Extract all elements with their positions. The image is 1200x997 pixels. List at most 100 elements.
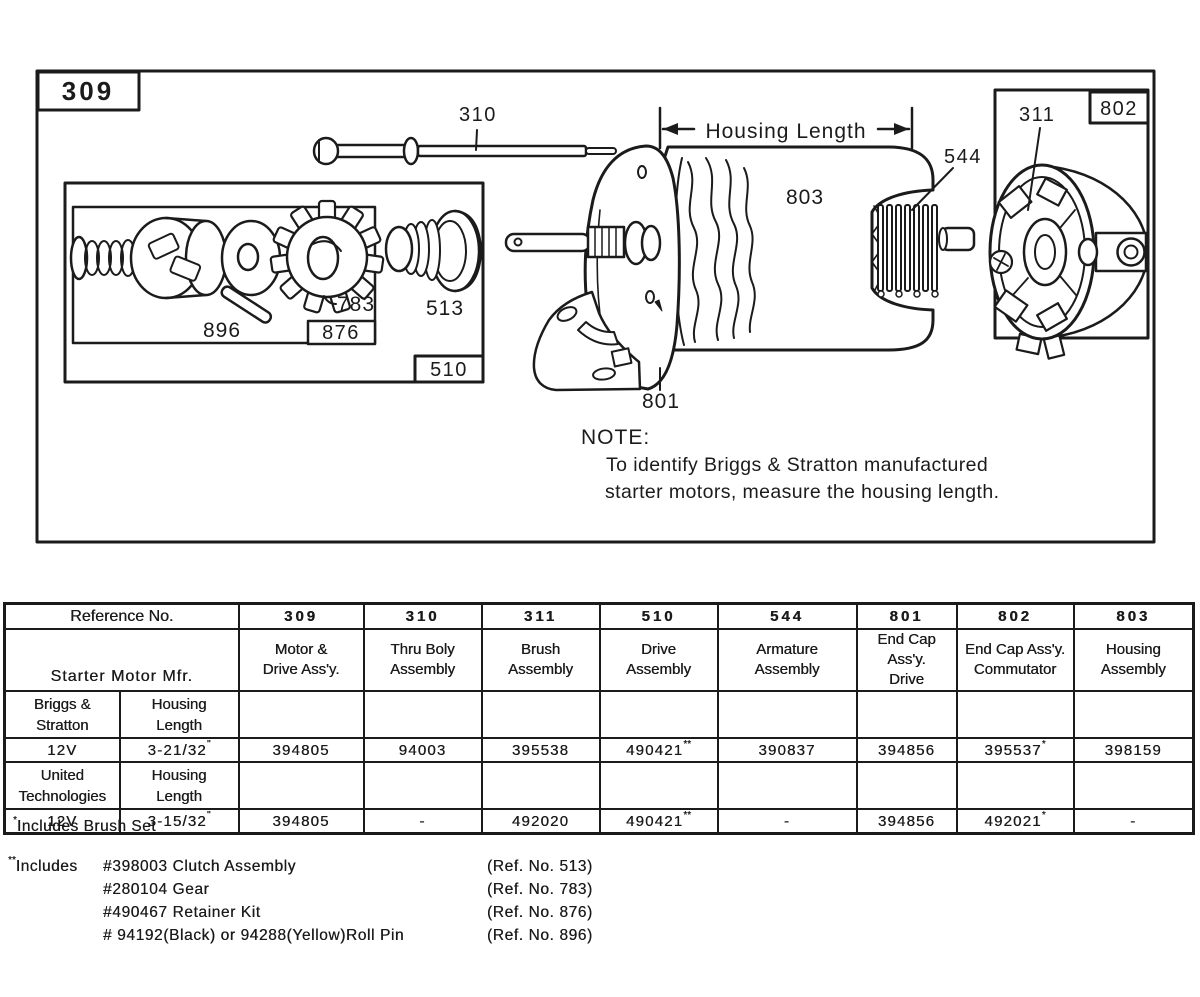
voltage-cell: 12V — [3, 808, 121, 835]
col-header-803: 803 — [1072, 602, 1195, 630]
mfr-name-line: United — [40, 766, 84, 784]
col-header-310: 310 — [362, 602, 483, 630]
footnote-text: Includes — [15, 858, 78, 875]
ref-309-label: 309 — [62, 76, 114, 106]
footnote-ref: (Ref. No. 513) — [487, 858, 593, 875]
part-number: - — [783, 812, 791, 830]
part-number-mark: * — [1041, 809, 1046, 821]
ref-311-leader — [1027, 127, 1041, 211]
part-name-309: Motor & Drive Ass'y. — [237, 628, 365, 692]
part-number: 94003 — [398, 741, 447, 759]
ref-311-label: 311 — [1019, 104, 1055, 126]
housing-length-line: Length — [156, 787, 202, 805]
footnote-ref: (Ref. No. 783) — [487, 881, 593, 898]
ref-876-label: 876 — [322, 322, 360, 344]
table-cell-empty — [1072, 761, 1195, 810]
clutch-drawing — [384, 209, 483, 293]
table-cell-empty — [362, 761, 483, 810]
note-line1: To identify Briggs & Stratton manufactur… — [606, 454, 988, 476]
col-header-802: 802 — [955, 602, 1075, 630]
table-row-briggs-stratton: Briggs & Stratton Housing Length — [3, 690, 1195, 739]
part-name-544: Armature Assembly — [716, 628, 858, 692]
housing-length-cell: Housing Length — [118, 761, 240, 810]
ref-510-label: 510 — [430, 359, 468, 381]
part-number: 394805 — [272, 812, 330, 830]
part-name-line: Housing — [1105, 641, 1161, 658]
table-cell-empty — [716, 761, 858, 810]
ref-783-label: 783 — [337, 293, 375, 316]
part-name-line: Drive — [889, 671, 925, 688]
end-cap-commutator-drawing — [988, 163, 1150, 360]
part-number-cell: 492021* — [955, 808, 1075, 835]
part-name-802: End Cap Ass'y. Commutator — [955, 628, 1075, 692]
footnote-row: #280104 Gear (Ref. No. 783) — [8, 881, 658, 904]
part-number-cell: 492020 — [480, 808, 601, 835]
part-name-line: Assembly — [626, 661, 692, 678]
part-name-line: End Cap Ass'y. — [964, 641, 1066, 658]
footnote-includes-label: **Includes — [8, 855, 78, 876]
part-number-cell: 394856 — [855, 737, 958, 763]
ref-309-label-box: 309 — [36, 70, 141, 112]
footnote-part: #398003 Clutch Assembly — [103, 858, 297, 875]
mfr-name-cell: Briggs & Stratton — [3, 690, 121, 739]
starter-motor-diagram: 309 310 — [35, 69, 1156, 544]
length-value-cell: 3-15/32" — [118, 808, 240, 835]
drive-clutch-drawing — [69, 216, 228, 300]
table-cell-empty — [237, 761, 365, 810]
part-name-line: Armature — [756, 641, 818, 658]
armature-end-drawing — [871, 204, 976, 298]
table-cell-empty — [480, 761, 601, 810]
part-number: - — [419, 812, 426, 830]
housing-length-line: Housing — [151, 766, 207, 784]
mounting-bracket-drawing — [532, 290, 642, 392]
mfr-name-line: Stratton — [35, 716, 89, 734]
part-number-cell: 394805 — [237, 808, 365, 835]
length-mark: " — [206, 809, 211, 821]
footnote-row: # 94192(Black) or 94288(Yellow)Roll Pin … — [8, 927, 658, 950]
part-name-311: Brush Assembly — [480, 628, 601, 692]
col-header-544: 544 — [716, 602, 858, 630]
col-header-510: 510 — [598, 602, 719, 630]
part-name-310: Thru Boly Assembly — [362, 628, 483, 692]
footnote-part: #280104 Gear — [103, 881, 210, 898]
part-number: 398159 — [1104, 741, 1162, 759]
gear-drawing — [269, 199, 385, 314]
ref-896-label: 896 — [203, 319, 241, 342]
table-cell-empty — [480, 690, 601, 739]
part-name-line: Assembly — [508, 661, 574, 678]
drive-shaft-drawing — [504, 220, 662, 266]
part-name-line: End Cap Ass'y. — [877, 631, 936, 668]
table-cell-empty — [855, 690, 958, 739]
table-cell-empty — [1072, 690, 1195, 739]
ref-544-label: 544 — [944, 146, 982, 168]
table-row-briggs-12v: 12V 3-21/32" 394805 94003 395538 490421*… — [3, 737, 1195, 763]
part-number: 490421 — [625, 741, 684, 759]
table-cell-empty — [598, 761, 719, 810]
table-cell-empty — [237, 690, 365, 739]
footnote-star: * — [13, 815, 17, 826]
part-number-cell: - — [1072, 808, 1195, 835]
part-number-cell: 390837 — [716, 737, 858, 763]
part-name-line: Motor & — [274, 641, 328, 658]
ref-876-label-box: 876 — [306, 319, 377, 346]
note-line2: starter motors, measure the housing leng… — [605, 481, 999, 503]
part-number-cell: 490421** — [598, 808, 719, 835]
part-number-cell: 394805 — [237, 737, 365, 763]
footnote-part: #490467 Retainer Kit — [103, 904, 261, 921]
ref-802-label-box: 802 — [1088, 90, 1150, 125]
part-name-line: Brush — [520, 641, 561, 658]
housing-length-line: Housing — [151, 695, 207, 713]
thru-bolt-drawing — [312, 136, 617, 166]
part-number: 395537 — [984, 741, 1042, 759]
ref-801-label: 801 — [642, 390, 680, 413]
table-row-reference-numbers: Reference No. 309 310 311 510 544 801 80… — [3, 602, 1195, 630]
part-name-801: End Cap Ass'y. Drive — [855, 628, 958, 692]
length-value: 3-15/32 — [147, 812, 207, 830]
voltage-cell: 12V — [3, 737, 121, 763]
part-number: - — [1130, 812, 1137, 830]
ref-310-leader — [475, 129, 478, 151]
part-number-mark: ** — [683, 809, 692, 821]
roll-pin-drawing — [220, 285, 273, 324]
part-number: 394856 — [877, 741, 936, 759]
